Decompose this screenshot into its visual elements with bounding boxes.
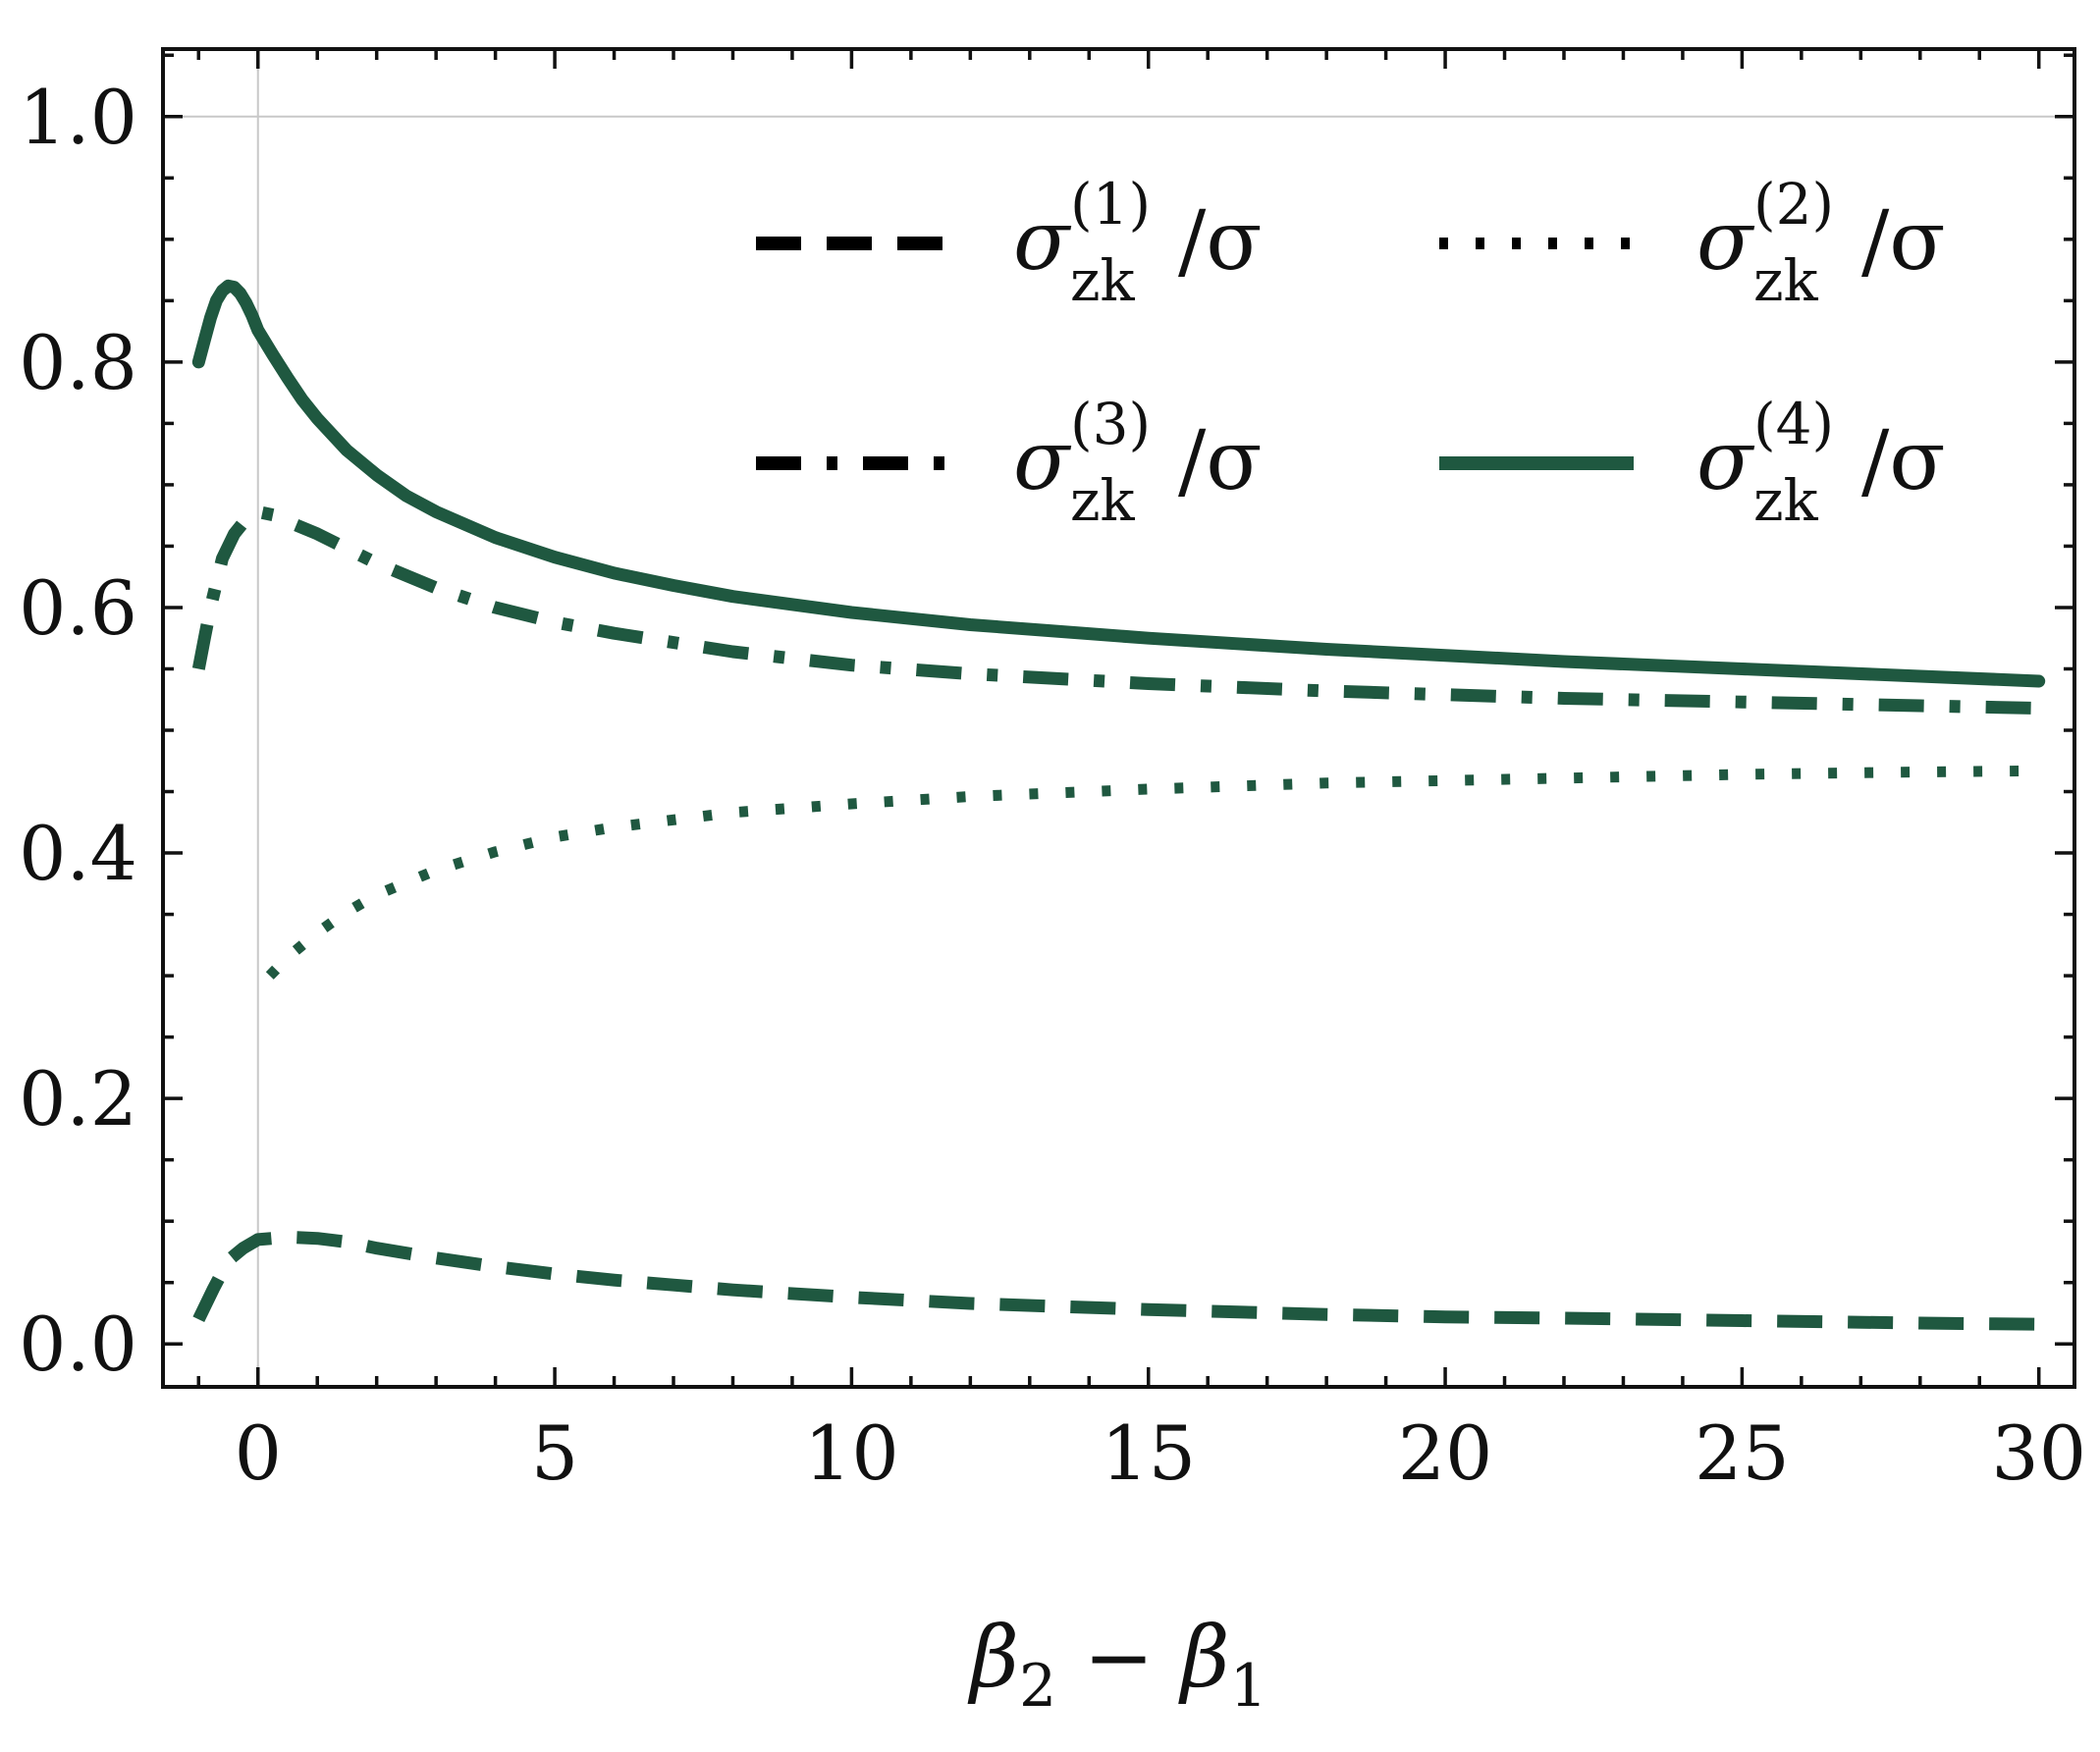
x-tick-label: 0 <box>235 1409 282 1497</box>
series-line-3 <box>191 504 2039 715</box>
x-axis-title-sub-1: 2 <box>1019 1652 1056 1721</box>
legend-superscript: (4) <box>1753 391 1834 457</box>
legend-subscript: zk <box>1070 467 1136 534</box>
legend-label-3: σ(3) zk/σ <box>1013 391 1263 534</box>
x-tick-label: 10 <box>804 1409 899 1497</box>
legend-subscript: zk <box>1753 247 1819 314</box>
y-tick-label: 0.6 <box>19 564 137 652</box>
series-line-1 <box>192 1230 2039 1331</box>
reference-lines <box>163 49 2074 1387</box>
y-tick-label: 1.0 <box>19 74 137 161</box>
x-tick-label: 25 <box>1695 1409 1790 1497</box>
x-axis-title-symbol-1: β <box>967 1609 1019 1707</box>
series-line-4 <box>191 279 2046 688</box>
axis-ticks <box>163 49 2074 1387</box>
x-tick-label: 15 <box>1101 1409 1196 1497</box>
x-tick-label: 20 <box>1398 1409 1493 1497</box>
x-tick-label: 5 <box>531 1409 578 1497</box>
x-axis-title-operator: − <box>1056 1609 1181 1707</box>
plot-frame <box>161 47 2076 1389</box>
legend-denominator: /σ <box>1178 192 1263 289</box>
y-tick-label: 0.0 <box>19 1301 137 1388</box>
legend-denominator: /σ <box>1178 412 1263 508</box>
legend-superscript: (3) <box>1070 391 1151 457</box>
legend-symbol: σ <box>1013 192 1072 289</box>
y-tick-label: 0.4 <box>19 810 137 897</box>
legend-superscript: (1) <box>1070 171 1151 238</box>
legend-denominator: /σ <box>1861 192 1946 289</box>
series-layer <box>191 279 2046 1331</box>
legend-symbol: σ <box>1696 192 1755 289</box>
y-tick-label: 0.8 <box>19 319 137 406</box>
x-axis-title-symbol-2: β <box>1178 1609 1230 1707</box>
legend-subscript: zk <box>1753 467 1819 534</box>
legend-denominator: /σ <box>1861 412 1946 508</box>
y-tick-label: 0.2 <box>19 1055 137 1142</box>
legend-symbol: σ <box>1013 412 1072 508</box>
x-axis-title-sub-2: 1 <box>1230 1652 1267 1721</box>
x-axis-title: β2 − β1 <box>967 1609 1267 1721</box>
legend-label-2: σ(2) zk/σ <box>1696 171 1946 314</box>
legend-symbol: σ <box>1696 412 1755 508</box>
series-line-2 <box>265 765 2039 980</box>
x-tick-label: 30 <box>1991 1409 2086 1497</box>
legend-subscript: zk <box>1070 247 1136 314</box>
tick-labels: 0 5 10 15 20 25 30 0.0 0.2 0.4 0.6 0.8 1.0 <box>19 74 2086 1497</box>
legend: σ(1) zk/σσ(3) zk/σσ(2) zk/σσ(4) zk/σ <box>756 171 1946 534</box>
legend-superscript: (2) <box>1753 171 1834 238</box>
legend-label-4: σ(4) zk/σ <box>1696 391 1946 534</box>
legend-label-1: σ(1) zk/σ <box>1013 171 1263 314</box>
